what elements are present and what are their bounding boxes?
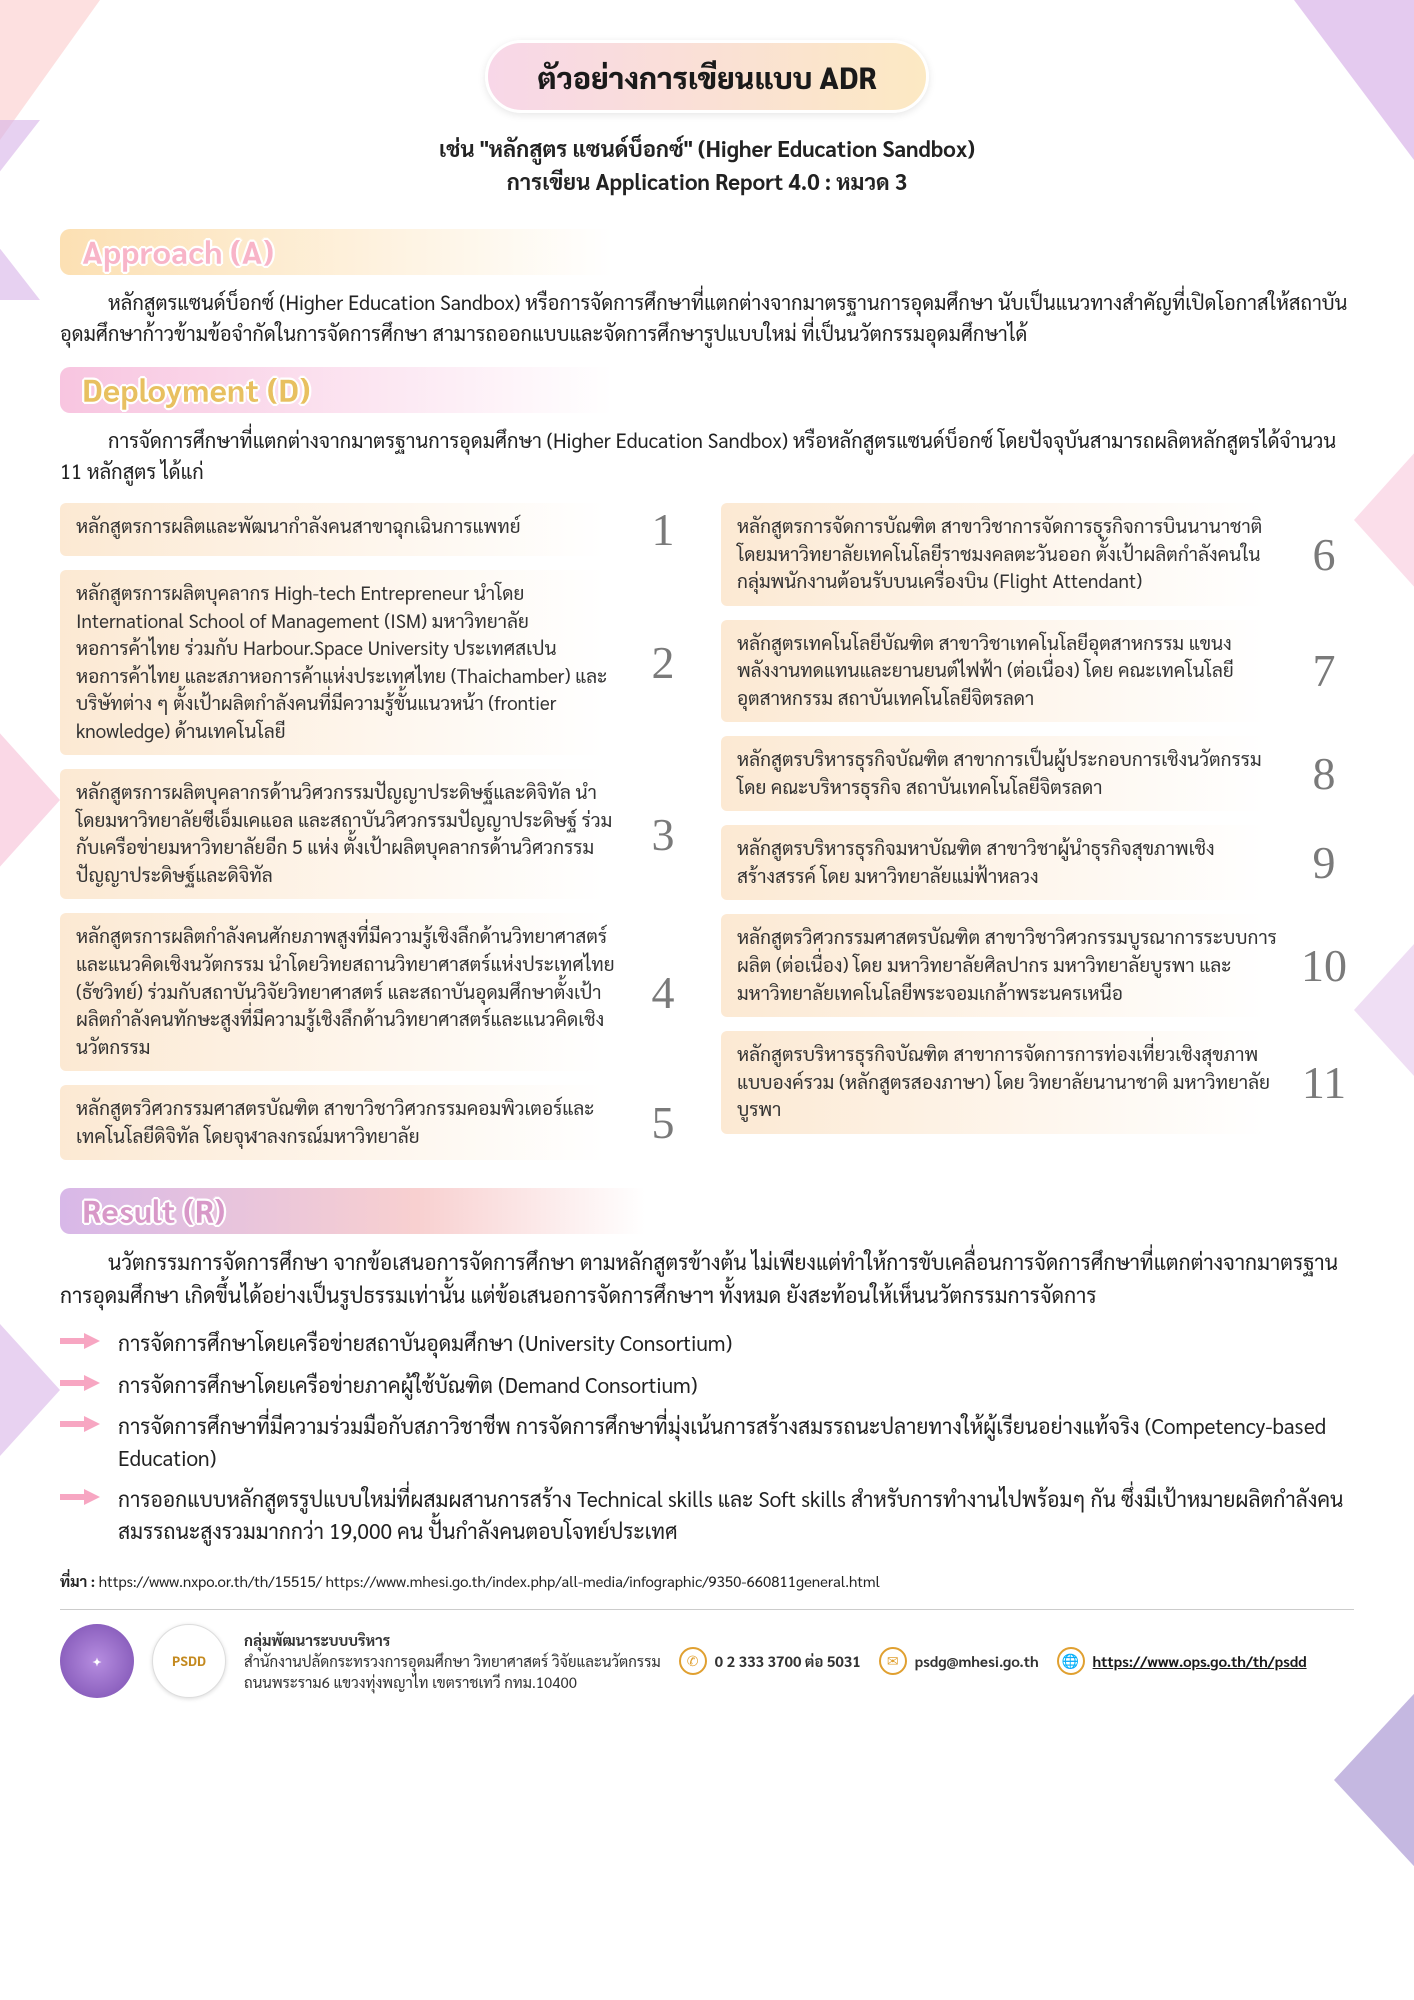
page: ตัวอย่างการเขียนแบบ ADR เช่น "หลักสูตร แ… bbox=[0, 0, 1414, 2000]
decor-triangle bbox=[0, 0, 100, 140]
phone-text: 0 2 333 3700 ต่อ 5031 bbox=[715, 1652, 861, 1671]
item-text: หลักสูตรการผลิตและพัฒนากำลังคนสาขาฉุกเฉิ… bbox=[60, 503, 633, 556]
list-item: หลักสูตรเทคโนโลยีบัณฑิต สาขาวิชาเทคโนโลย… bbox=[721, 620, 1354, 723]
item-number: 5 bbox=[633, 1085, 693, 1160]
section-head-approach: Approach (A) bbox=[60, 229, 1354, 275]
bullet-text: การจัดการศึกษาที่มีความร่วมมือกับสภาวิชา… bbox=[118, 1410, 1354, 1473]
arrow-icon bbox=[60, 1373, 100, 1393]
arrow-icon bbox=[60, 1331, 100, 1351]
list-item: หลักสูตรบริหารธุรกิจมหาบัณฑิต สาขาวิชาผู… bbox=[721, 825, 1354, 900]
footer-phone: ✆ 0 2 333 3700 ต่อ 5031 bbox=[679, 1647, 861, 1675]
item-number: 2 bbox=[633, 570, 693, 755]
footer-web: 🌐 https://www.ops.go.th/th/psdd bbox=[1057, 1647, 1307, 1675]
list-item: หลักสูตรวิศวกรรมศาสตรบัณฑิต สาขาวิชาวิศว… bbox=[721, 914, 1354, 1017]
bullet-text: การจัดการศึกษาโดยเครือข่ายสถาบันอุดมศึกษ… bbox=[118, 1327, 732, 1359]
phone-icon: ✆ bbox=[679, 1647, 707, 1675]
section-head-deploy: Deployment (D) bbox=[60, 367, 1354, 413]
psdd-logo: PSDD bbox=[152, 1624, 226, 1698]
decor-triangle bbox=[1334, 1640, 1414, 1920]
bullet-text: การจัดการศึกษาโดยเครือข่ายภาคผู้ใช้บัณฑิ… bbox=[118, 1369, 697, 1401]
decor-triangle bbox=[1294, 0, 1414, 160]
footer-email: ✉ psdg@mhesi.go.th bbox=[879, 1647, 1039, 1675]
item-number: 11 bbox=[1294, 1031, 1354, 1134]
mail-icon: ✉ bbox=[879, 1647, 907, 1675]
decor-triangle bbox=[1354, 900, 1414, 1120]
subtitle-line: การเขียน Application Report 4.0 : หมวด 3 bbox=[507, 168, 907, 196]
item-text: หลักสูตรการผลิตกำลังคนศักยภาพสูงที่มีควา… bbox=[60, 913, 633, 1071]
source-line: ที่มา : https://www.nxpo.or.th/th/15515/… bbox=[60, 1572, 1354, 1591]
bullet-row: การจัดการศึกษาโดยเครือข่ายภาคผู้ใช้บัณฑิ… bbox=[60, 1369, 1354, 1401]
list-item: หลักสูตรการจัดการบัณฑิต สาขาวิชาการจัดกา… bbox=[721, 503, 1354, 606]
item-number: 7 bbox=[1294, 620, 1354, 723]
item-text: หลักสูตรการผลิตบุคลากรด้านวิศวกรรมปัญญาป… bbox=[60, 769, 633, 899]
globe-icon: 🌐 bbox=[1057, 1647, 1085, 1675]
item-number: 3 bbox=[633, 769, 693, 899]
decor-triangle bbox=[0, 700, 60, 900]
item-number: 10 bbox=[1294, 914, 1354, 1017]
page-title-chip: ตัวอย่างการเขียนแบบ ADR bbox=[485, 40, 930, 113]
source-text: https://www.nxpo.or.th/th/15515/ https:/… bbox=[99, 1572, 880, 1591]
items-grid: หลักสูตรการผลิตและพัฒนากำลังคนสาขาฉุกเฉิ… bbox=[60, 503, 1354, 1160]
item-text: หลักสูตรวิศวกรรมศาสตรบัณฑิต สาขาวิชาวิศว… bbox=[60, 1085, 633, 1160]
approach-text: หลักสูตรแซนด์บ็อกซ์ (Higher Education Sa… bbox=[60, 287, 1354, 349]
bullet-row: การออกแบบหลักสูตรรูปแบบใหม่ที่ผสมผสานการ… bbox=[60, 1483, 1354, 1546]
email-text: psdg@mhesi.go.th bbox=[915, 1652, 1039, 1671]
section-label: Approach (A) bbox=[82, 231, 274, 272]
source-label: ที่มา : bbox=[60, 1572, 95, 1591]
section-head-result: Result (R) bbox=[60, 1188, 1354, 1234]
result-bullet-list: การจัดการศึกษาโดยเครือข่ายสถาบันอุดมศึกษ… bbox=[60, 1327, 1354, 1546]
item-text: หลักสูตรวิศวกรรมศาสตรบัณฑิต สาขาวิชาวิศว… bbox=[721, 914, 1294, 1017]
list-item: หลักสูตรการผลิตและพัฒนากำลังคนสาขาฉุกเฉิ… bbox=[60, 503, 693, 556]
item-number: 9 bbox=[1294, 825, 1354, 900]
org-line: ถนนพระราม6 แขวงทุ่งพญาไท เขตราชเทวี กทม.… bbox=[244, 1672, 661, 1693]
list-item: หลักสูตรการผลิตบุคลากร High-tech Entrepr… bbox=[60, 570, 693, 755]
page-subtitle: เช่น "หลักสูตร แซนด์บ็อกซ์" (Higher Educ… bbox=[60, 133, 1354, 199]
item-number: 8 bbox=[1294, 736, 1354, 811]
list-item: หลักสูตรการผลิตบุคลากรด้านวิศวกรรมปัญญาป… bbox=[60, 769, 693, 899]
bullet-row: การจัดการศึกษาโดยเครือข่ายสถาบันอุดมศึกษ… bbox=[60, 1327, 1354, 1359]
item-text: หลักสูตรบริหารธุรกิจบัณฑิต สาขาการจัดการ… bbox=[721, 1031, 1294, 1134]
item-text: หลักสูตรการจัดการบัณฑิต สาขาวิชาการจัดกา… bbox=[721, 503, 1294, 606]
item-number: 4 bbox=[633, 913, 693, 1071]
items-column-right: หลักสูตรการจัดการบัณฑิต สาขาวิชาการจัดกา… bbox=[721, 503, 1354, 1160]
footer-address: กลุ่มพัฒนาระบบบริหาร สำนักงานปลัดกระทรวง… bbox=[244, 1630, 661, 1693]
item-text: หลักสูตรเทคโนโลยีบัณฑิต สาขาวิชาเทคโนโลย… bbox=[721, 620, 1294, 723]
org-line: สำนักงานปลัดกระทรวงการอุดมศึกษา วิทยาศาส… bbox=[244, 1651, 661, 1672]
result-text: นวัตกรรมการจัดการศึกษา จากข้อเสนอการจัดก… bbox=[60, 1246, 1354, 1311]
footer-url-link[interactable]: https://www.ops.go.th/th/psdd bbox=[1093, 1652, 1307, 1671]
deploy-text: การจัดการศึกษาที่แตกต่างจากมาตรฐานการอุด… bbox=[60, 425, 1354, 487]
bullet-row: การจัดการศึกษาที่มีความร่วมมือกับสภาวิชา… bbox=[60, 1410, 1354, 1473]
bullet-text: การออกแบบหลักสูตรรูปแบบใหม่ที่ผสมผสานการ… bbox=[118, 1483, 1354, 1546]
arrow-icon bbox=[60, 1414, 100, 1434]
page-footer: ✦ PSDD กลุ่มพัฒนาระบบบริหาร สำนักงานปลัด… bbox=[60, 1609, 1354, 1698]
section-label: Result (R) bbox=[82, 1190, 226, 1231]
list-item: หลักสูตรบริหารธุรกิจบัณฑิต สาขาการจัดการ… bbox=[721, 1031, 1354, 1134]
list-item: หลักสูตรบริหารธุรกิจบัณฑิต สาขาการเป็นผู… bbox=[721, 736, 1354, 811]
decor-triangle bbox=[1354, 420, 1414, 620]
item-number: 1 bbox=[633, 503, 693, 556]
decor-triangle bbox=[0, 1280, 60, 1500]
item-text: หลักสูตรการผลิตบุคลากร High-tech Entrepr… bbox=[60, 570, 633, 755]
decor-triangle bbox=[0, 120, 40, 300]
item-text: หลักสูตรบริหารธุรกิจบัณฑิต สาขาการเป็นผู… bbox=[721, 736, 1294, 811]
item-number: 6 bbox=[1294, 503, 1354, 606]
subtitle-line: เช่น "หลักสูตร แซนด์บ็อกซ์" (Higher Educ… bbox=[439, 135, 975, 163]
list-item: หลักสูตรการผลิตกำลังคนศักยภาพสูงที่มีควา… bbox=[60, 913, 693, 1071]
org-name: กลุ่มพัฒนาระบบบริหาร bbox=[244, 1630, 661, 1651]
list-item: หลักสูตรวิศวกรรมศาสตรบัณฑิต สาขาวิชาวิศว… bbox=[60, 1085, 693, 1160]
page-title: ตัวอย่างการเขียนแบบ ADR bbox=[538, 57, 877, 96]
items-column-left: หลักสูตรการผลิตและพัฒนากำลังคนสาขาฉุกเฉิ… bbox=[60, 503, 693, 1160]
section-label: Deployment (D) bbox=[82, 369, 311, 410]
ministry-logo: ✦ bbox=[60, 1624, 134, 1698]
arrow-icon bbox=[60, 1487, 100, 1507]
item-text: หลักสูตรบริหารธุรกิจมหาบัณฑิต สาขาวิชาผู… bbox=[721, 825, 1294, 900]
